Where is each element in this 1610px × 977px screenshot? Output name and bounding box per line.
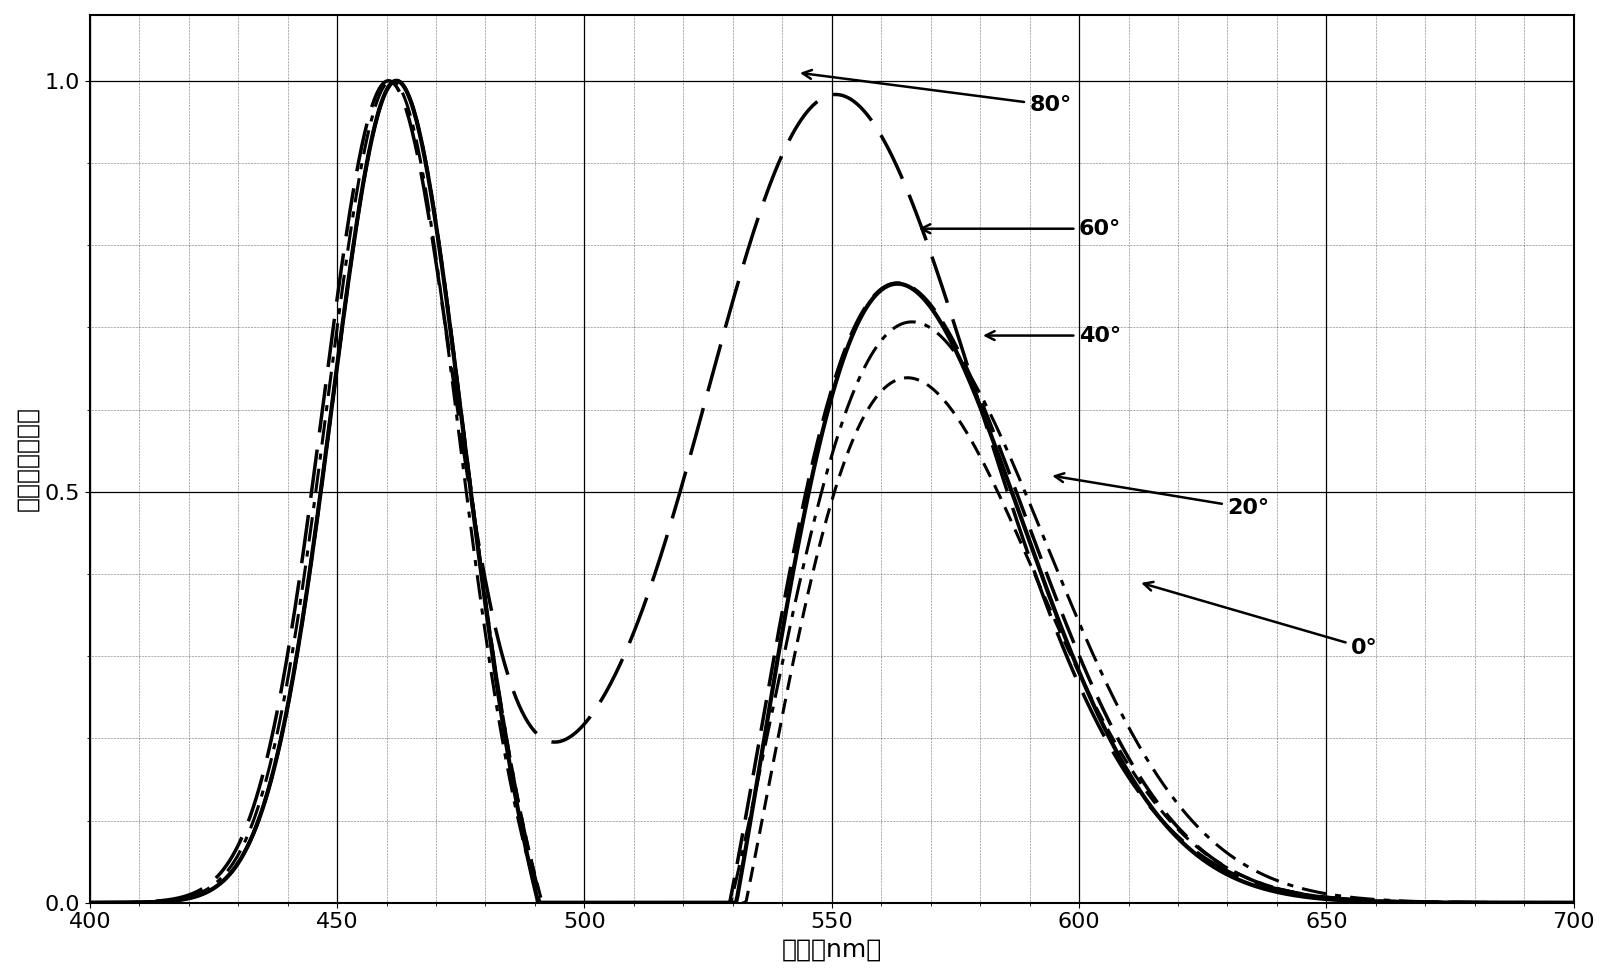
Text: 60°: 60° (921, 219, 1121, 238)
Text: 40°: 40° (985, 325, 1121, 346)
X-axis label: 波长（nm）: 波长（nm） (781, 938, 882, 962)
Text: 0°: 0° (1143, 582, 1378, 658)
Y-axis label: 发光（正规化）: 发光（正规化） (14, 406, 39, 511)
Text: 80°: 80° (803, 70, 1072, 115)
Text: 20°: 20° (1055, 473, 1270, 518)
